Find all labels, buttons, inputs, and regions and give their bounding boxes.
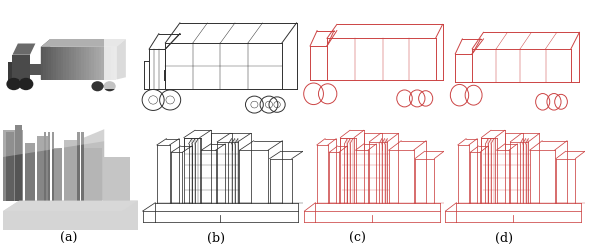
Polygon shape <box>83 47 86 80</box>
Polygon shape <box>49 47 51 80</box>
Bar <box>52 132 54 200</box>
Polygon shape <box>71 47 74 80</box>
Polygon shape <box>101 47 104 80</box>
Bar <box>103 156 130 200</box>
Bar <box>44 132 46 200</box>
Bar <box>6 132 14 200</box>
Polygon shape <box>116 39 126 80</box>
Polygon shape <box>74 47 76 80</box>
Polygon shape <box>76 47 79 80</box>
Polygon shape <box>104 36 134 88</box>
Polygon shape <box>41 39 50 80</box>
Polygon shape <box>8 62 13 80</box>
Circle shape <box>104 81 116 91</box>
Polygon shape <box>106 47 109 80</box>
Polygon shape <box>104 36 134 88</box>
Bar <box>64 140 80 200</box>
Polygon shape <box>3 130 23 200</box>
Bar <box>82 148 101 201</box>
Circle shape <box>7 78 21 90</box>
Polygon shape <box>51 47 53 80</box>
Polygon shape <box>114 47 116 80</box>
Polygon shape <box>104 36 134 88</box>
Polygon shape <box>96 47 99 80</box>
Bar <box>15 125 22 200</box>
Polygon shape <box>46 47 49 80</box>
Polygon shape <box>66 47 68 80</box>
Polygon shape <box>89 47 91 80</box>
Polygon shape <box>86 47 89 80</box>
Circle shape <box>19 78 34 90</box>
Polygon shape <box>104 36 134 88</box>
Polygon shape <box>41 39 126 47</box>
Polygon shape <box>3 200 138 211</box>
Polygon shape <box>61 47 64 80</box>
Polygon shape <box>43 47 46 80</box>
Bar <box>82 132 84 200</box>
Bar <box>52 148 62 201</box>
Polygon shape <box>3 200 138 230</box>
Polygon shape <box>64 47 66 80</box>
Polygon shape <box>94 47 96 80</box>
Polygon shape <box>41 47 43 80</box>
Polygon shape <box>30 64 41 75</box>
Polygon shape <box>53 47 56 80</box>
Polygon shape <box>13 55 30 80</box>
Polygon shape <box>68 47 71 80</box>
Bar <box>77 132 80 200</box>
Polygon shape <box>13 44 35 55</box>
Polygon shape <box>104 36 134 88</box>
Polygon shape <box>81 47 83 80</box>
Polygon shape <box>79 47 81 80</box>
Text: (c): (c) <box>349 232 365 245</box>
Polygon shape <box>109 47 112 80</box>
Polygon shape <box>56 47 58 80</box>
Polygon shape <box>104 47 106 80</box>
Polygon shape <box>112 47 114 80</box>
Bar <box>37 136 50 200</box>
Polygon shape <box>104 36 134 88</box>
Bar <box>25 143 35 201</box>
Polygon shape <box>91 47 94 80</box>
Text: (a): (a) <box>61 232 77 245</box>
Polygon shape <box>99 47 101 80</box>
Text: (b): (b) <box>207 232 225 245</box>
Bar <box>47 132 50 200</box>
Circle shape <box>91 81 104 91</box>
Polygon shape <box>3 125 138 156</box>
Polygon shape <box>84 129 122 200</box>
Text: (d): (d) <box>495 232 513 245</box>
Polygon shape <box>58 47 61 80</box>
